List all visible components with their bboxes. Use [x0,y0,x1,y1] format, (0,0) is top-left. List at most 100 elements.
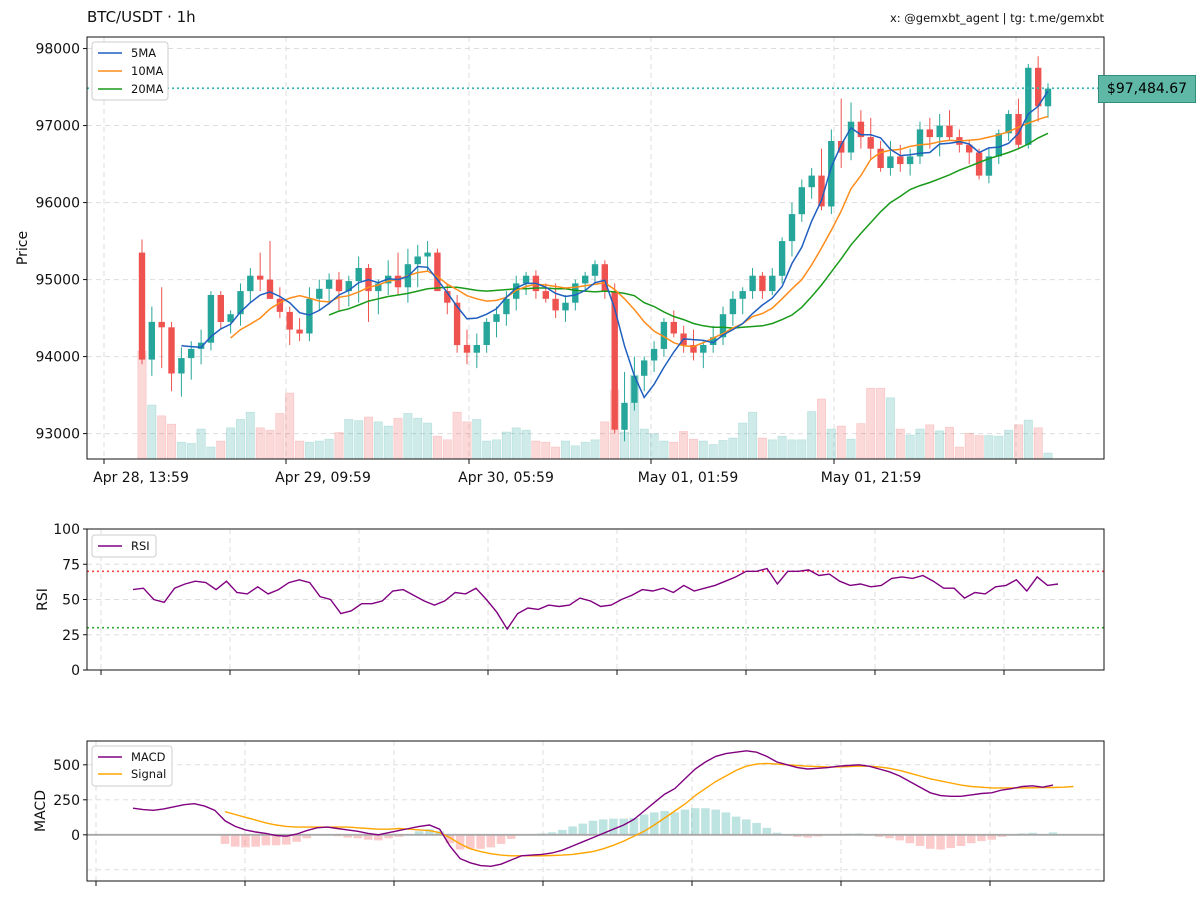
candle-body [631,375,638,403]
volume-bar [797,439,807,460]
candle-body [788,214,796,242]
volume-bar [1004,429,1014,460]
volume-bar [944,426,954,460]
candle-body [375,283,382,292]
macd-line [132,750,1054,868]
candle-body [286,311,293,330]
candle-body [296,329,303,334]
volume-bar [442,439,452,460]
volume-bar [915,428,925,460]
price-axis-title: Price [15,231,31,265]
volume-bar [304,441,314,460]
candle-body [906,156,914,165]
volume-bar [757,437,767,460]
volume-bar [738,422,748,460]
candle-body [641,360,648,376]
volume-bar [590,439,600,460]
macd-histogram-bar [1048,832,1058,835]
macd-histogram-bar [772,832,782,835]
chart-title: BTC/USDT · 1h [87,8,196,26]
macd-histogram-bar [425,829,434,835]
volume-bar [147,404,157,460]
candle-body [946,125,953,138]
legend-label-macd: MACD [131,750,166,764]
rsi-legend: RSI [91,534,157,558]
volume-bar [413,417,423,460]
volume-bar [639,428,649,460]
candle-body [207,295,215,343]
ma10-line [230,115,1049,348]
volume-bar [275,413,285,460]
volume-bar [807,411,817,460]
volume-bar [137,350,147,460]
macd-histogram-bar [956,834,966,846]
candle-body [552,298,559,311]
candle-body [345,281,352,292]
macd-histogram-bar [506,834,516,839]
candle-body [857,121,865,138]
volume-bar [462,421,472,460]
volume-bar [925,424,935,460]
macd-histogram-bar [486,834,496,848]
candle-body [148,321,155,360]
candle-body [601,264,608,292]
candle-body [838,141,845,153]
volume-bar [363,416,373,460]
macd-histogram-bar [353,834,363,839]
candle-body [690,345,697,353]
candle-body [1035,67,1042,107]
price-x-label: Apr 30, 05:59 [458,470,554,486]
macd-histogram-bar [926,834,935,849]
macd-histogram-bar [588,820,598,835]
macd-histogram-bar [414,831,424,835]
macd-histogram-bar [445,834,455,844]
candle-body [995,133,1002,157]
volume-bar [373,421,383,460]
volume-bar [885,397,895,460]
last-price-tag: $97,484.67 [1098,75,1196,103]
macd-histogram-bar [261,834,271,846]
macd-histogram-bar [731,816,741,835]
candle-body [306,298,313,334]
volume-bar [423,422,433,460]
volume-bar [728,437,738,460]
volume-bar [816,398,826,460]
volume-bar [521,429,531,460]
candle-body [453,302,461,346]
volume-bar [383,425,393,460]
volume-bar [836,425,846,460]
candle-body [444,291,451,303]
macd-histogram-bar [905,834,915,844]
candle-body [778,241,786,276]
candle-body [434,252,441,292]
candle-body [316,288,323,299]
macd-histogram-bar [721,812,731,835]
legend-label-rsi: RSI [131,539,150,553]
volume-bar [432,435,442,460]
candle-body [572,283,579,303]
volume-bar [560,440,570,460]
candle-body [847,121,855,153]
candle-body [217,295,224,322]
volume-bar [314,440,324,460]
candle-body [473,345,480,353]
rsi-y-label: 25 [62,628,80,644]
candle-body [414,256,421,265]
candle-body [739,291,746,299]
macd-histogram-bar [762,827,772,835]
volume-bar [245,411,255,460]
volume-bar [511,427,521,460]
rsi-legend-box [91,534,157,558]
candle-body [237,291,244,315]
macd-histogram-bar [578,823,588,835]
candle-body [1015,114,1022,145]
volume-bar [186,443,196,460]
macd-legend-box [91,745,173,787]
candle-body [188,348,195,359]
macd-histogram-bar [711,809,720,835]
volume-bar [236,419,246,460]
volume-bar [1043,452,1053,460]
volume-bar [196,428,206,460]
macd-histogram-bar [650,812,659,835]
volume-bar [876,387,886,460]
